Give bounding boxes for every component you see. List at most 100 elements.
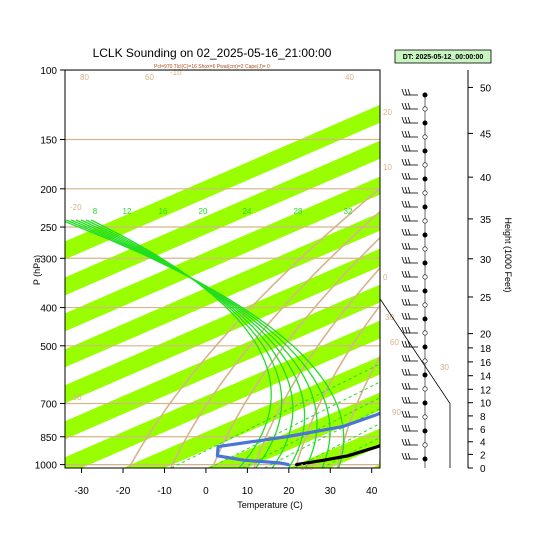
wind-barb-flag — [401, 228, 405, 236]
wind-barb-flag — [407, 88, 411, 96]
height-tick-label: 40 — [480, 173, 492, 184]
barb-point — [422, 148, 428, 154]
isotherm-label: -30 — [70, 393, 82, 402]
wind-barb-flag — [407, 242, 411, 250]
barb-point — [422, 386, 428, 392]
wind-barb-flag — [407, 284, 411, 292]
wind-barb-flag — [407, 326, 411, 334]
height-tick-label: 14 — [480, 372, 492, 383]
wind-barb-flag — [401, 172, 405, 180]
x-tick-label: -20 — [116, 486, 131, 497]
wind-barb-flag — [404, 172, 408, 180]
adiabat-label: 60 — [390, 338, 399, 347]
wind-barb-flag — [401, 368, 405, 376]
barb-point — [422, 260, 428, 266]
wind-barb-flag — [407, 186, 411, 194]
barb-point — [422, 288, 428, 294]
wind-barb-panel — [379, 88, 451, 468]
isotherm-label: 10 — [383, 163, 392, 172]
barb-point — [422, 358, 428, 364]
isobars — [65, 70, 380, 466]
barb-point — [422, 344, 428, 350]
isotherm-band — [205, 392, 380, 468]
moist-adiabat-line — [65, 219, 331, 468]
height-tick-label: 4 — [480, 438, 486, 449]
height-tick-label: 45 — [480, 129, 492, 140]
wind-barb-flag — [404, 396, 408, 404]
adiabat-label: 90 — [392, 408, 401, 417]
height-tick-label: 18 — [480, 344, 492, 355]
wind-barb-flag — [404, 158, 408, 166]
height-tick-label: 25 — [480, 293, 492, 304]
wind-barb-flag — [407, 158, 411, 166]
wind-barb-flag — [404, 284, 408, 292]
barb-point — [422, 134, 428, 140]
height-tick-label: 6 — [480, 425, 486, 436]
isotherm-band — [65, 212, 380, 368]
wind-barb-flag — [401, 130, 405, 138]
barb-point — [422, 190, 428, 196]
mixing-ratio-label: 8 — [93, 207, 98, 216]
y-tick-label: 150 — [40, 135, 57, 146]
wind-barb-flag — [407, 368, 411, 376]
wind-barb-flag — [404, 228, 408, 236]
wind-barb-flag — [401, 438, 405, 446]
barb-point — [422, 120, 428, 126]
dry-adiabat-line — [378, 456, 380, 468]
wind-barb-flag — [407, 144, 411, 152]
barb-point — [422, 442, 428, 448]
wind-barb-group — [401, 88, 428, 468]
wind-barb-flag — [407, 340, 411, 348]
wind-barb-flag — [401, 312, 405, 320]
wind-barb-flag — [404, 186, 408, 194]
wind-barb-flag — [404, 312, 408, 320]
x-tick-label: 30 — [325, 486, 337, 497]
y-tick-label: 1000 — [35, 461, 58, 472]
height-axis-label: Height (1000 Feet) — [503, 217, 513, 292]
wind-barb-flag — [401, 326, 405, 334]
wind-barb-flag — [404, 452, 408, 460]
barb-point — [422, 414, 428, 420]
wind-barb-flag — [407, 312, 411, 320]
datetime-badge: DT: 2025-05-12_00:00:00 — [394, 49, 492, 64]
wind-barb-flag — [404, 200, 408, 208]
wind-barb-flag — [401, 298, 405, 306]
y-tick-label: 700 — [40, 399, 57, 410]
wind-barb-flag — [401, 102, 405, 110]
mixing-ratio-lines — [171, 363, 380, 468]
wind-barb-flag — [404, 368, 408, 376]
wind-barb-flag — [407, 410, 411, 418]
wind-barb-flag — [404, 144, 408, 152]
wind-barb-flag — [407, 116, 411, 124]
wind-barb-flag — [401, 144, 405, 152]
y-tick-label: 500 — [40, 342, 57, 353]
datetime-text: DT: 2025-05-12_00:00:00 — [403, 54, 484, 61]
mixing-ratio-label: 28 — [294, 207, 303, 216]
moist-adiabat-line — [70, 219, 318, 468]
chart-subtitle: Pcl=970 Tlcl(C)=16 Shox=6 Pwat(cm)=2 Cap… — [154, 64, 270, 70]
sounding-profiles — [215, 411, 380, 467]
isotherm-band — [123, 356, 380, 468]
wind-barb-flag — [404, 298, 408, 306]
isotherm-label: 0 — [383, 273, 388, 282]
wind-barb-flag — [407, 438, 411, 446]
dry-adiabat-line — [294, 304, 380, 468]
moist-adiabat-line — [80, 219, 294, 468]
y-tick-label: 100 — [40, 66, 57, 77]
wind-barb-flag — [404, 242, 408, 250]
wind-barb-flag — [407, 228, 411, 236]
wind-barb-flag — [404, 340, 408, 348]
wind-barb-flag — [404, 102, 408, 110]
mixing-ratio-label: 16 — [159, 207, 168, 216]
wind-barb-flag — [404, 116, 408, 124]
height-tick-label: 50 — [480, 83, 492, 94]
moist-adiabats — [65, 219, 345, 468]
wind-barb-flag — [407, 382, 411, 390]
wind-barb-flag — [401, 424, 405, 432]
wind-barb-flag — [407, 424, 411, 432]
dry-adiabat-line — [211, 236, 380, 468]
barb-point — [422, 274, 428, 280]
plot-frame — [64, 69, 381, 469]
height-tick-label: 20 — [480, 330, 492, 341]
barb-point — [422, 330, 428, 336]
